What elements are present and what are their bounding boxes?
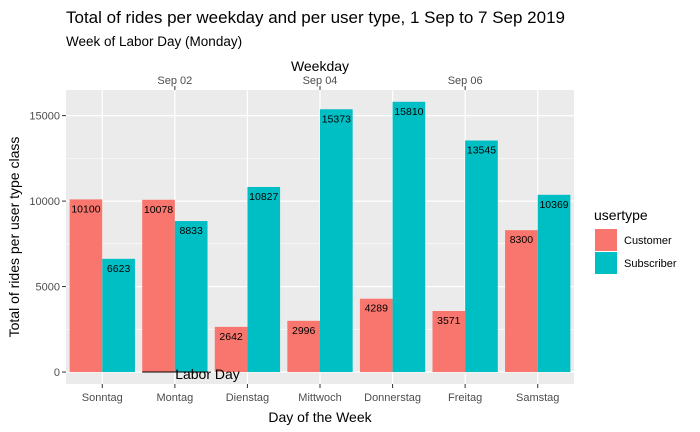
x-tick-label: Donnerstag bbox=[364, 392, 421, 404]
data-label: 10100 bbox=[71, 203, 100, 215]
legend-label: Customer bbox=[624, 235, 672, 247]
secondary-x-tick-label: Sep 02 bbox=[157, 75, 192, 87]
bar-customer-donnerstag bbox=[359, 298, 393, 373]
data-label: 15373 bbox=[322, 113, 351, 125]
bar-customer-freitag bbox=[432, 310, 466, 373]
bar-customer-mittwoch bbox=[287, 320, 320, 373]
chart-subtitle: Week of Labor Day (Monday) bbox=[66, 34, 242, 49]
legend-key-customer bbox=[595, 229, 617, 251]
x-tick-label: Mittwoch bbox=[298, 392, 341, 404]
chart-title: Total of rides per weekday and per user … bbox=[66, 8, 565, 27]
y-axis: 0 5000 10000 15000 bbox=[29, 111, 66, 379]
data-label: 2642 bbox=[219, 331, 243, 343]
secondary-x-axis: Sep 02 Sep 04 Sep 06 bbox=[157, 75, 483, 90]
bar-subscriber-dienstag bbox=[247, 186, 281, 373]
y-tick-label: 0 bbox=[54, 367, 60, 379]
bar-customer-sonntag bbox=[69, 199, 103, 373]
x-tick-label: Sonntag bbox=[82, 392, 123, 404]
bar-customer-montag bbox=[142, 199, 175, 373]
bar-customer-samstag bbox=[505, 230, 538, 373]
bar-subscriber-montag bbox=[174, 221, 208, 373]
legend: usertype Customer Subscriber bbox=[594, 207, 677, 274]
y-tick-label: 5000 bbox=[36, 282, 60, 294]
y-tick-label: 15000 bbox=[29, 111, 60, 123]
data-label: 10369 bbox=[539, 199, 568, 211]
bars bbox=[69, 101, 571, 373]
data-label: 15810 bbox=[394, 106, 423, 118]
data-label: 13545 bbox=[467, 145, 496, 157]
data-label: 10078 bbox=[144, 204, 173, 216]
bar-customer-dienstag bbox=[214, 326, 248, 373]
data-labels: 10100 10078 2642 2996 4289 3571 8300 6623 8833 10… bbox=[71, 106, 568, 343]
secondary-x-tick-label: Sep 04 bbox=[303, 75, 338, 87]
data-label: 8300 bbox=[510, 234, 534, 246]
x-tick-label: Dienstag bbox=[226, 392, 269, 404]
secondary-x-axis-title: Weekday bbox=[291, 58, 349, 74]
x-tick-label: Montag bbox=[157, 392, 194, 404]
y-tick-label: 10000 bbox=[29, 196, 60, 208]
labor-day-annotation: Labor Day bbox=[142, 366, 240, 382]
data-label: 4289 bbox=[365, 303, 389, 315]
x-axis-title: Day of the Week bbox=[268, 409, 372, 425]
data-label: 6623 bbox=[107, 263, 131, 275]
bar-subscriber-donnerstag bbox=[392, 101, 426, 373]
bar-subscriber-samstag bbox=[537, 194, 571, 373]
data-label: 3571 bbox=[437, 315, 461, 327]
data-label: 10827 bbox=[249, 191, 278, 203]
labor-day-label: Labor Day bbox=[175, 366, 240, 382]
data-label: 2996 bbox=[292, 325, 316, 337]
legend-key-subscriber bbox=[595, 252, 617, 274]
x-tick-label: Freitag bbox=[448, 392, 482, 404]
secondary-x-tick-label: Sep 06 bbox=[448, 75, 483, 87]
bar-subscriber-sonntag bbox=[102, 258, 135, 373]
x-tick-label: Samstag bbox=[516, 392, 559, 404]
legend-title: usertype bbox=[594, 207, 648, 223]
legend-label: Subscriber bbox=[624, 258, 677, 270]
x-axis: Sonntag Montag Dienstag Mittwoch Donnerstag F… bbox=[82, 384, 559, 404]
bar-subscriber-mittwoch bbox=[320, 109, 353, 373]
data-label: 8833 bbox=[180, 225, 204, 237]
y-axis-title: Total of rides per user type class bbox=[6, 137, 22, 338]
bar-subscriber-freitag bbox=[465, 140, 498, 373]
